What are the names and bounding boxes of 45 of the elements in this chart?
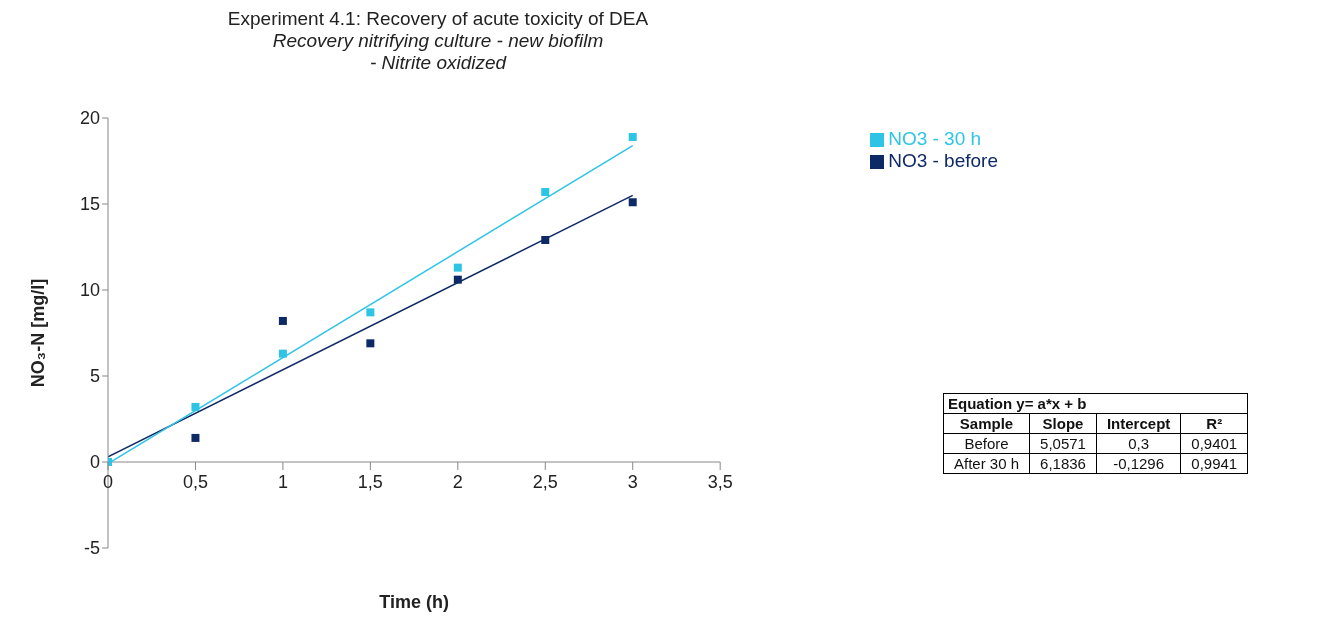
x-tick-label: 1,5	[357, 472, 383, 492]
chart-title: Experiment 4.1: Recovery of acute toxicity of DEA	[226, 8, 650, 30]
point	[191, 402, 200, 411]
point	[278, 349, 287, 358]
y-tick-label: 20	[79, 108, 100, 129]
text: Intercept	[1096, 413, 1181, 434]
point	[191, 433, 200, 442]
text: R²	[1180, 413, 1248, 434]
y-tick-label: -5	[83, 538, 100, 559]
y-tick-label: 15	[79, 194, 100, 215]
y-tick-label: 5	[89, 366, 100, 387]
text: After 30 h	[943, 453, 1030, 474]
text: Before	[943, 433, 1030, 454]
point	[541, 187, 550, 196]
y-tick-label: 0	[89, 452, 100, 473]
y-tick-label: 10	[79, 280, 100, 301]
x-tick-label: 2,5	[532, 472, 558, 492]
text: -0,1296	[1096, 453, 1181, 474]
text: Slope	[1029, 413, 1097, 434]
text: 5,0571	[1029, 433, 1097, 454]
x-tick-label: 3,5	[707, 472, 733, 492]
point	[278, 316, 287, 325]
x-axis-title: Time (h)	[379, 592, 449, 612]
x-tick-label: 3	[627, 472, 638, 492]
x-tick-label: 0,5	[182, 472, 208, 492]
text: 0,9401	[1180, 433, 1248, 454]
x-tick-label: 1	[277, 472, 288, 492]
x-tick-label: 0	[102, 472, 114, 492]
text: Sample	[943, 413, 1030, 434]
text: Equation y= a*x + b	[943, 393, 1248, 414]
y-axis-title: NO₃-N [mg/l]	[28, 278, 49, 388]
text: 6,1836	[1029, 453, 1097, 474]
legend-label: NO3 - 30 h	[888, 128, 982, 149]
chart-subtitle: Recovery nitrifying culture - new biofilm - Nitrite oxidized	[271, 30, 605, 74]
point	[628, 198, 637, 207]
x-tick-label: 2	[452, 472, 463, 492]
point	[541, 236, 550, 245]
point	[628, 132, 637, 141]
point	[366, 339, 375, 348]
legend-label: NO3 - before	[888, 150, 998, 171]
text: 0,9941	[1180, 453, 1248, 474]
point	[453, 263, 462, 272]
point	[453, 275, 462, 284]
text: 0,3	[1096, 433, 1181, 454]
point	[366, 308, 375, 317]
